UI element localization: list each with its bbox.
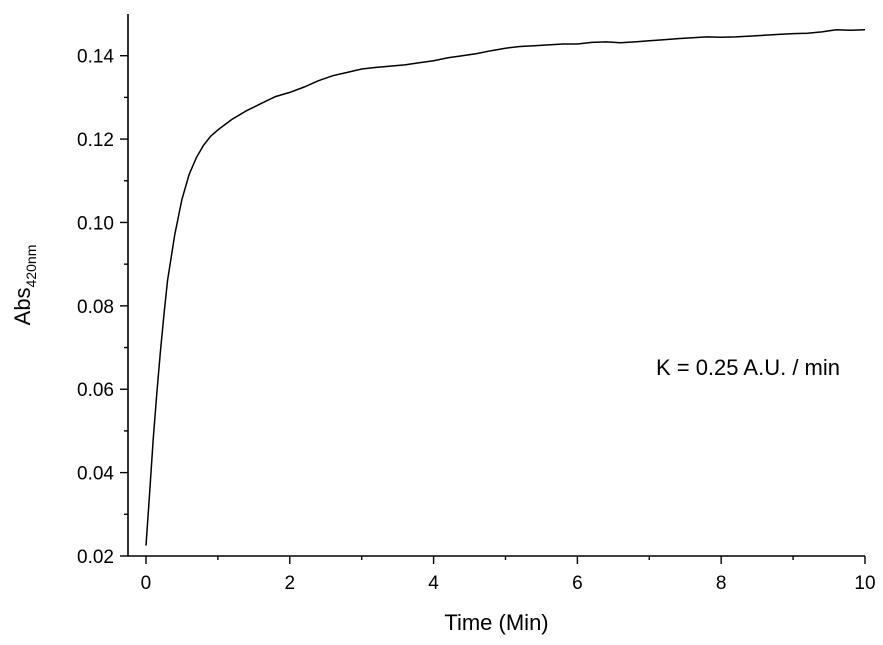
y-tick-label: 0.08 — [77, 297, 114, 318]
x-tick-label: 0 — [141, 573, 152, 594]
y-tick-label: 0.06 — [77, 380, 114, 401]
y-axis-title-main: Abs — [10, 287, 35, 325]
y-axis-ticks: 0.02 0.04 0.06 0.08 0.10 0.12 0.14 — [77, 47, 128, 568]
rate-annotation: K = 0.25 A.U. / min — [656, 355, 840, 380]
x-axis-title: Time (Min) — [444, 610, 548, 635]
y-tick-label: 0.04 — [77, 464, 114, 485]
x-tick-label: 4 — [428, 573, 439, 594]
x-tick-label: 8 — [716, 573, 727, 594]
y-axis-title-subscript: 420nm — [23, 245, 39, 288]
x-tick-label: 2 — [284, 573, 295, 594]
y-tick-label: 0.10 — [77, 213, 114, 234]
x-tick-label: 10 — [854, 573, 875, 594]
absorbance-series-line — [145, 29, 866, 546]
plot-area: 0.02 0.04 0.06 0.08 0.10 0.12 0.14 0 2 4 6 8 10 — [77, 14, 876, 594]
y-axis-title: Abs420nm — [10, 245, 39, 326]
y-tick-label: 0.14 — [77, 47, 114, 68]
x-tick-label: 6 — [572, 573, 583, 594]
x-axis-ticks: 0 2 4 6 8 10 — [141, 556, 876, 594]
y-tick-label: 0.12 — [77, 130, 114, 151]
y-tick-label: 0.02 — [77, 547, 114, 568]
